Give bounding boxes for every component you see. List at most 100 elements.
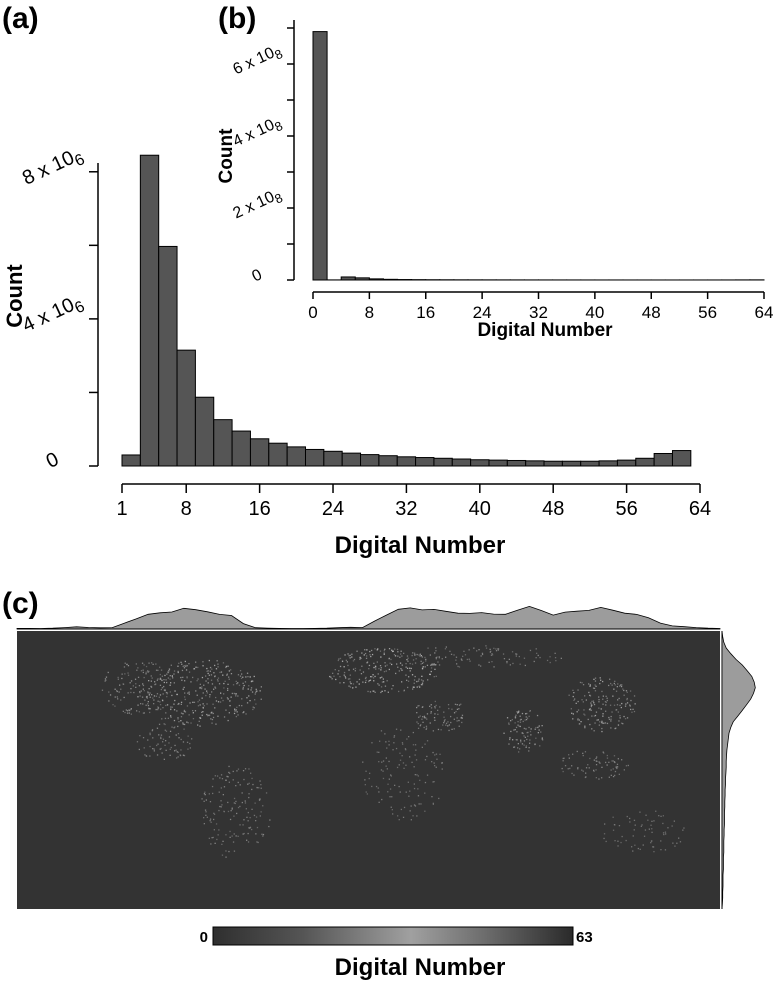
- night-light-point: [625, 703, 627, 705]
- night-light-point: [184, 680, 186, 682]
- night-light-point: [455, 656, 458, 658]
- night-light-point: [229, 818, 232, 821]
- night-light-point: [207, 672, 209, 675]
- night-light-point: [152, 697, 154, 699]
- night-light-point: [213, 812, 215, 814]
- night-light-point: [431, 796, 433, 798]
- night-light-point: [620, 841, 622, 844]
- night-light-point: [485, 645, 487, 647]
- night-light-point: [509, 664, 511, 666]
- night-light-point: [197, 724, 199, 726]
- night-light-point: [678, 837, 680, 839]
- night-light-point: [363, 654, 365, 656]
- night-light-point: [215, 723, 217, 725]
- night-light-point: [596, 719, 598, 721]
- night-light-point: [401, 669, 403, 671]
- night-light-point: [166, 692, 169, 694]
- night-light-point: [128, 712, 130, 714]
- night-light-point: [246, 839, 248, 841]
- night-light-point: [245, 676, 247, 678]
- night-light-point: [176, 751, 178, 753]
- night-light-point: [623, 694, 625, 696]
- night-light-point: [234, 802, 236, 805]
- night-light-point: [516, 653, 518, 655]
- night-light-point: [431, 663, 433, 665]
- night-light-point: [136, 710, 138, 712]
- night-light-point: [352, 668, 355, 670]
- night-light-point: [201, 798, 203, 800]
- night-light-point: [590, 705, 592, 708]
- night-light-point: [395, 672, 397, 675]
- night-light-point: [255, 833, 257, 835]
- night-light-point: [243, 832, 245, 835]
- night-light-point: [213, 688, 215, 690]
- night-light-point: [247, 783, 249, 785]
- night-light-point: [594, 684, 596, 686]
- night-light-point: [394, 784, 396, 786]
- night-light-point: [202, 703, 204, 705]
- night-light-point: [145, 673, 147, 675]
- night-light-point: [651, 831, 653, 833]
- night-light-point: [206, 703, 208, 705]
- night-light-point: [223, 810, 225, 812]
- night-light-point: [138, 711, 140, 713]
- night-light-point: [222, 794, 224, 796]
- night-light-point: [136, 669, 138, 671]
- panel-a-bar: [139, 154, 160, 467]
- night-light-point: [440, 729, 442, 731]
- night-light-point: [351, 653, 353, 655]
- night-light-point: [502, 653, 505, 655]
- night-light-point: [575, 702, 577, 704]
- night-light-point: [416, 712, 418, 714]
- night-light-point: [660, 849, 662, 851]
- panel-b-x-tick-label: 32: [529, 303, 548, 322]
- night-light-point: [225, 779, 227, 781]
- night-light-point: [539, 656, 541, 659]
- night-light-point: [262, 805, 264, 807]
- panel-b-label: (b): [218, 2, 256, 35]
- night-light-point: [382, 678, 384, 680]
- night-light-point: [177, 671, 179, 674]
- night-light-point: [163, 758, 165, 760]
- night-light-point: [400, 808, 402, 811]
- night-light-point: [123, 666, 126, 668]
- night-light-point: [629, 817, 631, 820]
- night-light-point: [518, 725, 520, 727]
- night-light-point: [269, 819, 271, 821]
- night-light-point: [481, 652, 484, 654]
- panel-a-bar: [360, 454, 380, 467]
- night-light-point: [244, 768, 247, 770]
- night-light-point: [396, 648, 399, 651]
- night-light-point: [212, 703, 214, 705]
- night-light-point: [427, 679, 429, 681]
- panel-a-bar: [433, 457, 453, 467]
- night-light-point: [142, 683, 144, 685]
- night-light-point: [610, 774, 612, 776]
- night-light-point: [620, 706, 622, 709]
- night-light-point: [604, 701, 607, 703]
- night-light-point: [207, 682, 209, 684]
- night-light-point: [520, 741, 522, 743]
- night-light-point: [130, 680, 133, 682]
- night-light-point: [413, 686, 415, 688]
- night-light-point: [391, 663, 393, 666]
- night-light-point: [170, 664, 172, 666]
- night-light-point: [493, 666, 495, 668]
- night-light-point: [210, 843, 212, 845]
- night-light-point: [169, 748, 171, 750]
- night-light-point: [616, 704, 619, 706]
- night-light-point: [211, 837, 213, 839]
- night-light-point: [439, 706, 441, 708]
- night-light-point: [418, 803, 420, 805]
- night-light-point: [226, 673, 228, 675]
- night-light-point: [539, 745, 541, 747]
- night-light-point: [216, 679, 219, 681]
- night-light-point: [238, 684, 241, 686]
- night-light-point: [603, 833, 606, 835]
- night-light-point: [142, 671, 144, 674]
- night-light-point: [220, 806, 222, 808]
- night-light-point: [225, 834, 227, 836]
- night-light-point: [214, 675, 216, 678]
- night-light-point: [193, 668, 196, 670]
- night-light-point: [235, 695, 237, 697]
